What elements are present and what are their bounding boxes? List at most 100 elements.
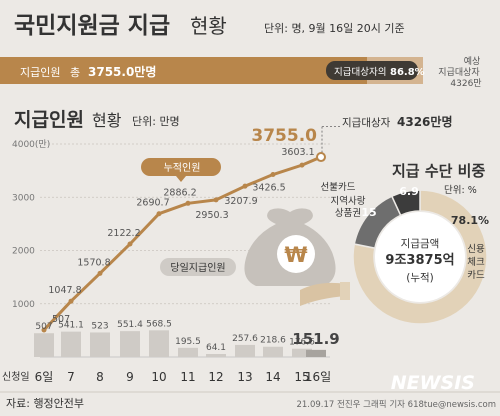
- cumulative-value-label: 3207.9: [224, 196, 257, 207]
- newsis-logo: NEWSIS: [391, 372, 475, 394]
- cumulative-value-label: 3426.5: [252, 183, 285, 194]
- section-unit: 단위: 만명: [132, 115, 180, 128]
- target-label: 지급대상자: [342, 117, 391, 129]
- cumulative-point: [68, 298, 74, 304]
- local-label: 지역사랑: [331, 195, 366, 207]
- daily-series-pill: [160, 258, 236, 276]
- cumulative-point: [299, 162, 305, 168]
- header-title-suffix: 현황: [190, 14, 227, 38]
- donut-center-line1: 지급금액: [401, 238, 440, 250]
- y-tick-label: 4000(만): [12, 139, 50, 150]
- daily-bar-label: 176.6: [289, 338, 315, 348]
- summary-total-value: 3755.0만명: [88, 64, 156, 79]
- cumulative-point: [156, 211, 162, 217]
- daily-bar: [90, 332, 110, 357]
- cumulative-point: [97, 270, 103, 276]
- cumulative-value-label: 3603.1: [281, 147, 314, 158]
- y-tick-label: 3000: [12, 193, 35, 203]
- x-tick-label: 8: [96, 370, 104, 384]
- card-label: 신용: [467, 244, 485, 255]
- donut-slice: [352, 189, 488, 325]
- daily-bar: [34, 333, 54, 357]
- target-value: 4326만명: [397, 114, 452, 129]
- cumulative-value-label: 2886.2: [163, 187, 196, 198]
- daily-bar-label: 218.6: [260, 336, 286, 346]
- daily-bar: [149, 330, 169, 357]
- daily-bar: [235, 344, 255, 357]
- donut-center: [375, 212, 465, 302]
- donut-slice: [390, 189, 421, 217]
- prepaid-label: 선불카드: [321, 182, 356, 193]
- daily-bar: [61, 331, 81, 357]
- x-axis-title: 신청일: [2, 371, 30, 383]
- daily-bar: [178, 347, 198, 357]
- card-label: 체크: [467, 257, 485, 268]
- x-tick-label: 13: [237, 370, 252, 384]
- donut-title: 지급 수단 비중: [392, 162, 485, 180]
- x-tick-label: 16일: [305, 370, 331, 384]
- donut-unit: 단위: %: [444, 184, 477, 196]
- daily-bar: [306, 349, 326, 357]
- daily-bar: [120, 331, 140, 357]
- daily-bar: [206, 353, 226, 357]
- y-tick-label: 1000: [12, 300, 35, 310]
- daily-bar-label: 195.5: [175, 337, 201, 347]
- donut-center-line3: (누적): [406, 272, 434, 284]
- x-tick-label: 11: [180, 370, 195, 384]
- daily-bar-label: 568.5: [146, 319, 172, 329]
- cumulative-value-label: 2950.3: [195, 210, 228, 221]
- cumulative-value-label: 1570.8: [77, 257, 110, 268]
- header-title: 국민지원금 지급: [14, 13, 170, 39]
- daily-bar: [263, 346, 283, 357]
- cumulative-point: [242, 183, 248, 189]
- cumulative-value-label: 1047.8: [48, 285, 81, 296]
- local-label: 상품권: [335, 207, 361, 219]
- section-title: 지급인원: [14, 109, 84, 131]
- daily-bar-label: 523: [91, 321, 108, 331]
- cumulative-series-label: 누적인원: [164, 162, 201, 174]
- sleeve-shape: [340, 282, 350, 300]
- card-label: 카드: [467, 270, 485, 281]
- cumulative-series-tag: [141, 158, 221, 182]
- payment-donut-chart: [352, 189, 488, 325]
- cumulative-point: [127, 241, 133, 247]
- daily-bar-label: 257.6: [232, 334, 258, 344]
- daily-bar-label: 64.1: [206, 343, 226, 353]
- source-text: 자료: 행정안전부: [6, 397, 84, 410]
- x-tick-label: 14: [265, 370, 280, 384]
- y-tick-label: 2000: [12, 247, 35, 257]
- daily-series-label: 당일지급인원: [170, 262, 225, 274]
- summary-total-prefix: 총: [70, 66, 80, 79]
- slice-value-prepaid: 6.9: [399, 185, 419, 198]
- summary-ratio-value: 86.8%: [390, 67, 425, 78]
- won-coin: [277, 235, 315, 273]
- cumulative-point: [185, 200, 191, 206]
- cumulative-value-label: 3755.0: [251, 126, 317, 146]
- slice-value-local: 15: [361, 206, 376, 219]
- section-title-suffix: 현황: [92, 111, 122, 130]
- summary-ratio-pill: [326, 61, 418, 80]
- unit-note: 단위: 명, 9월 16일 20시 기준: [264, 21, 405, 35]
- x-tick-label: 6일: [35, 370, 54, 384]
- summary-bar-fill: [0, 57, 367, 84]
- hand-shape: [300, 282, 346, 306]
- daily-bar-label: 507: [35, 322, 52, 332]
- expected-line2: 지급대상자: [438, 67, 480, 78]
- cumulative-point: [213, 197, 219, 203]
- cumulative-value-label: 2690.7: [136, 198, 169, 209]
- daily-bar-label: 151.9: [292, 330, 339, 348]
- slice-value-card: 78.1%: [451, 214, 489, 227]
- x-tick-label: 9: [126, 370, 134, 384]
- expected-line1: 예상: [464, 56, 481, 67]
- cumulative-point: [41, 327, 47, 333]
- summary-label: 지급인원: [20, 66, 60, 79]
- summary-ratio-label: 지급대상자의: [334, 67, 386, 78]
- cumulative-point: [316, 152, 326, 163]
- expected-line3: 4326만: [450, 78, 481, 89]
- x-tick-label: 12: [208, 370, 223, 384]
- daily-bars: [34, 330, 326, 357]
- x-tick-label: 15: [294, 370, 309, 384]
- daily-bar-label: 551.4: [117, 320, 143, 330]
- daily-bar-label: 541.1: [58, 321, 84, 331]
